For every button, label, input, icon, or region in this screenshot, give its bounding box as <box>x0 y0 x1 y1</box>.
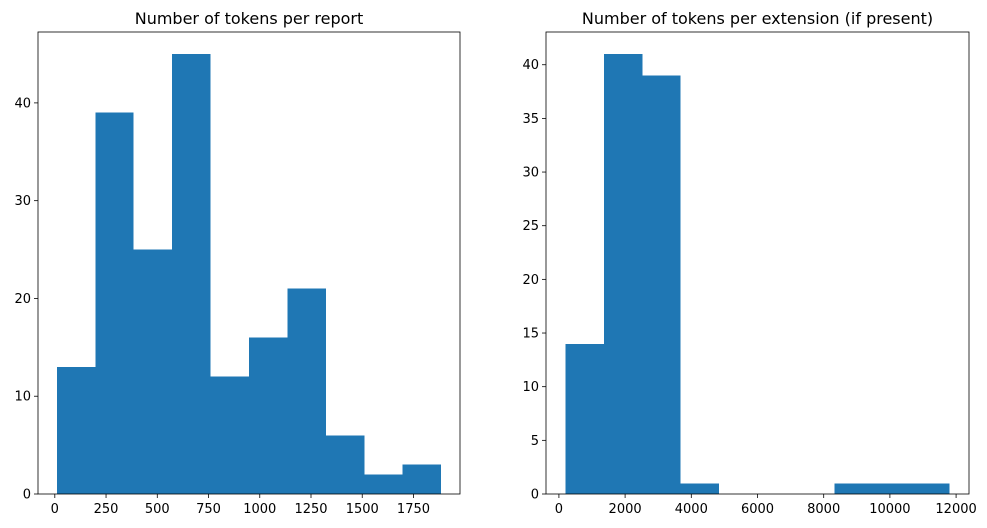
x-axis-ticks: 0 250 500 750 1000 1250 1500 1750 <box>51 494 430 517</box>
histogram-bar <box>680 483 720 494</box>
x-tick-label: 6000 <box>741 502 774 517</box>
x-tick-label: 12000 <box>935 502 976 517</box>
y-tick-label: 5 <box>531 434 539 449</box>
histogram-bar <box>172 54 211 494</box>
y-tick-label: 20 <box>522 273 539 288</box>
histogram-bar <box>249 337 288 494</box>
y-axis-ticks: 0 5 10 15 20 25 30 35 40 <box>522 58 546 503</box>
y-tick-label: 30 <box>522 166 539 181</box>
y-tick-label: 35 <box>522 112 539 127</box>
histogram-bar <box>402 464 442 494</box>
histogram-bar <box>911 483 950 494</box>
x-tick-label: 1000 <box>243 502 276 517</box>
histogram-bar <box>56 366 96 494</box>
x-tick-label: 1250 <box>294 502 327 517</box>
y-tick-label: 0 <box>531 488 539 503</box>
y-tick-label: 0 <box>23 488 31 503</box>
x-tick-label: 1500 <box>346 502 379 517</box>
histogram-bar <box>642 75 681 495</box>
histogram-bar <box>287 288 326 494</box>
x-tick-label: 10000 <box>869 502 910 517</box>
histogram-bar <box>325 435 365 494</box>
y-tick-label: 30 <box>14 194 31 209</box>
x-tick-label: 500 <box>145 502 170 517</box>
histogram-bar <box>603 54 643 494</box>
histogram-bar <box>364 474 403 494</box>
histogram-tokens-per-extension: Number of tokens per extension (if prese… <box>522 9 976 517</box>
histogram-bar <box>95 112 134 495</box>
y-axis-ticks: 0 10 20 30 40 <box>14 96 38 503</box>
x-tick-label: 1750 <box>397 502 430 517</box>
y-tick-label: 40 <box>522 58 539 73</box>
chart-title: Number of tokens per report <box>135 9 364 28</box>
histogram-bar <box>834 483 873 494</box>
y-tick-label: 25 <box>522 219 539 234</box>
plot-frame <box>37 31 461 495</box>
y-tick-label: 20 <box>14 292 31 307</box>
bars-group <box>565 54 950 495</box>
bars-group <box>56 54 442 495</box>
histogram-bar <box>565 343 604 494</box>
x-tick-label: 0 <box>555 502 563 517</box>
x-tick-label: 750 <box>196 502 221 517</box>
x-axis-ticks: 0 2000 4000 6000 8000 10000 12000 <box>555 494 977 517</box>
x-tick-label: 2000 <box>609 502 642 517</box>
histogram-tokens-per-report: Number of tokens per report 0 250 500 750 10… <box>14 9 461 517</box>
x-tick-label: 0 <box>51 502 59 517</box>
histogram-bar <box>210 376 249 494</box>
y-tick-label: 15 <box>522 327 539 342</box>
y-tick-label: 10 <box>14 390 31 405</box>
y-tick-label: 10 <box>522 380 539 395</box>
x-tick-label: 250 <box>94 502 119 517</box>
x-tick-label: 8000 <box>807 502 840 517</box>
chart-title: Number of tokens per extension (if prese… <box>582 9 933 28</box>
x-tick-label: 4000 <box>675 502 708 517</box>
y-tick-label: 40 <box>14 96 31 111</box>
histogram-bar <box>133 249 173 494</box>
histogram-bar <box>872 483 912 494</box>
